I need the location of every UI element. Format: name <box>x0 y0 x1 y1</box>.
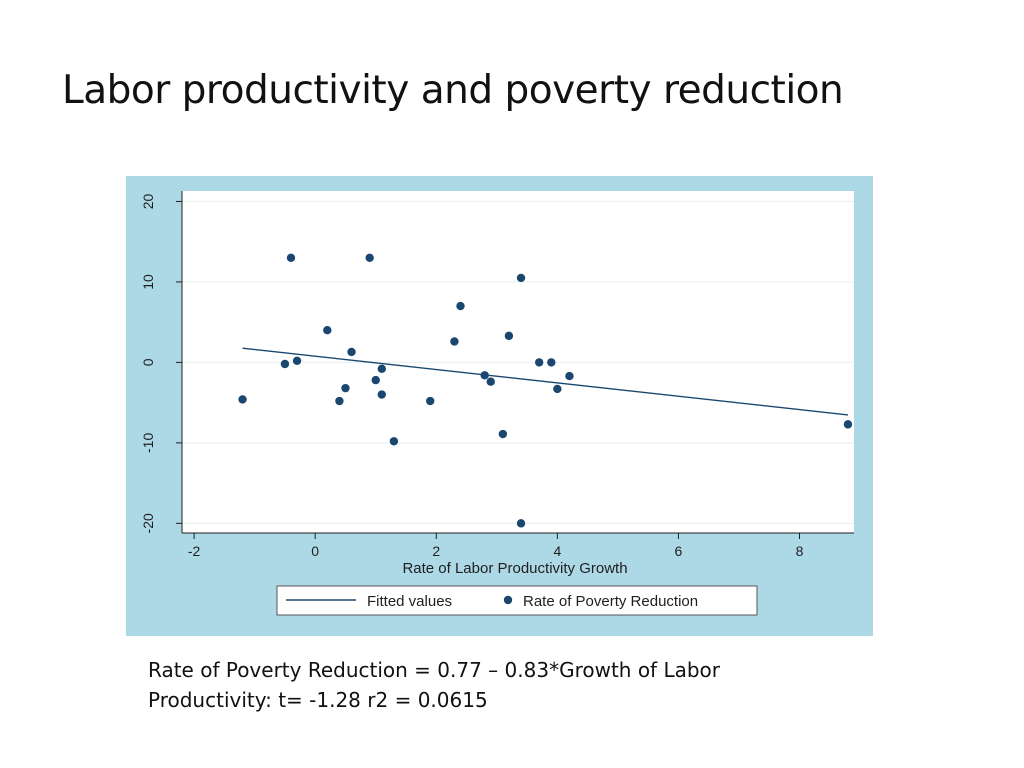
scatter-point <box>456 301 465 311</box>
legend-box <box>276 585 758 616</box>
regression-note-line-2: Productivity: t= -1.28 r2 = 0.0615 <box>148 688 488 712</box>
scatter-point <box>292 356 302 365</box>
scatter-point <box>480 371 489 380</box>
scatter-point <box>377 390 386 399</box>
scatter-point <box>365 253 374 262</box>
legend-label-poverty-reduction: Rate of Poverty Reduction <box>523 593 698 610</box>
scatter-point <box>516 273 526 283</box>
scatter-point <box>426 396 435 406</box>
y-tick-label: 0 <box>140 358 156 366</box>
x-tick-label: 0 <box>311 543 319 559</box>
scatter-point <box>843 420 853 429</box>
y-tick-label: 10 <box>140 274 156 290</box>
scatter-point <box>335 396 344 406</box>
scatter-point <box>371 375 380 385</box>
slide-title: Labor productivity and poverty reduction <box>62 68 844 113</box>
y-tick-label: -10 <box>140 433 156 453</box>
regression-note-line-1: Rate of Poverty Reduction = 0.77 – 0.83*… <box>148 658 721 682</box>
scatter-point <box>516 519 526 528</box>
scatter-point <box>450 337 459 346</box>
scatter-point <box>280 359 290 369</box>
legend: Fitted values Rate of Poverty Reduction <box>276 585 758 616</box>
scatter-point <box>286 253 296 262</box>
scatter-point <box>504 331 514 341</box>
x-tick-label: 4 <box>553 543 561 559</box>
scatter-point <box>565 371 574 381</box>
legend-label-fitted-values: Fitted values <box>367 593 452 610</box>
scatter-point <box>238 395 247 404</box>
legend-swatch-poverty-reduction <box>503 595 513 605</box>
scatter-point <box>553 384 562 394</box>
scatter-point <box>341 383 350 393</box>
x-tick-label: -2 <box>188 543 201 559</box>
x-tick-label: 2 <box>432 543 440 559</box>
fitted-line <box>242 347 849 416</box>
y-tick-label: -20 <box>140 513 156 533</box>
scatter-point <box>323 326 332 335</box>
scatter-point <box>534 358 544 367</box>
x-axis-title: Rate of Labor Productivity Growth <box>402 560 627 577</box>
scatter-point <box>377 364 386 374</box>
scatter-point <box>547 358 556 367</box>
scatter-point <box>347 347 356 357</box>
x-tick-label: 6 <box>675 543 683 559</box>
y-tick-label: 20 <box>140 193 156 209</box>
series <box>238 253 853 528</box>
regression-note: Rate of Poverty Reduction = 0.77 – 0.83*… <box>148 655 788 715</box>
scatter-point <box>486 377 495 386</box>
scatter-point <box>498 429 508 439</box>
scatter-point <box>389 437 399 446</box>
x-tick-label: 8 <box>796 543 804 559</box>
chart-frame: -20 -10 0 10 20 -2 0 2 4 6 8 Rate of Labor Product… <box>126 176 873 636</box>
